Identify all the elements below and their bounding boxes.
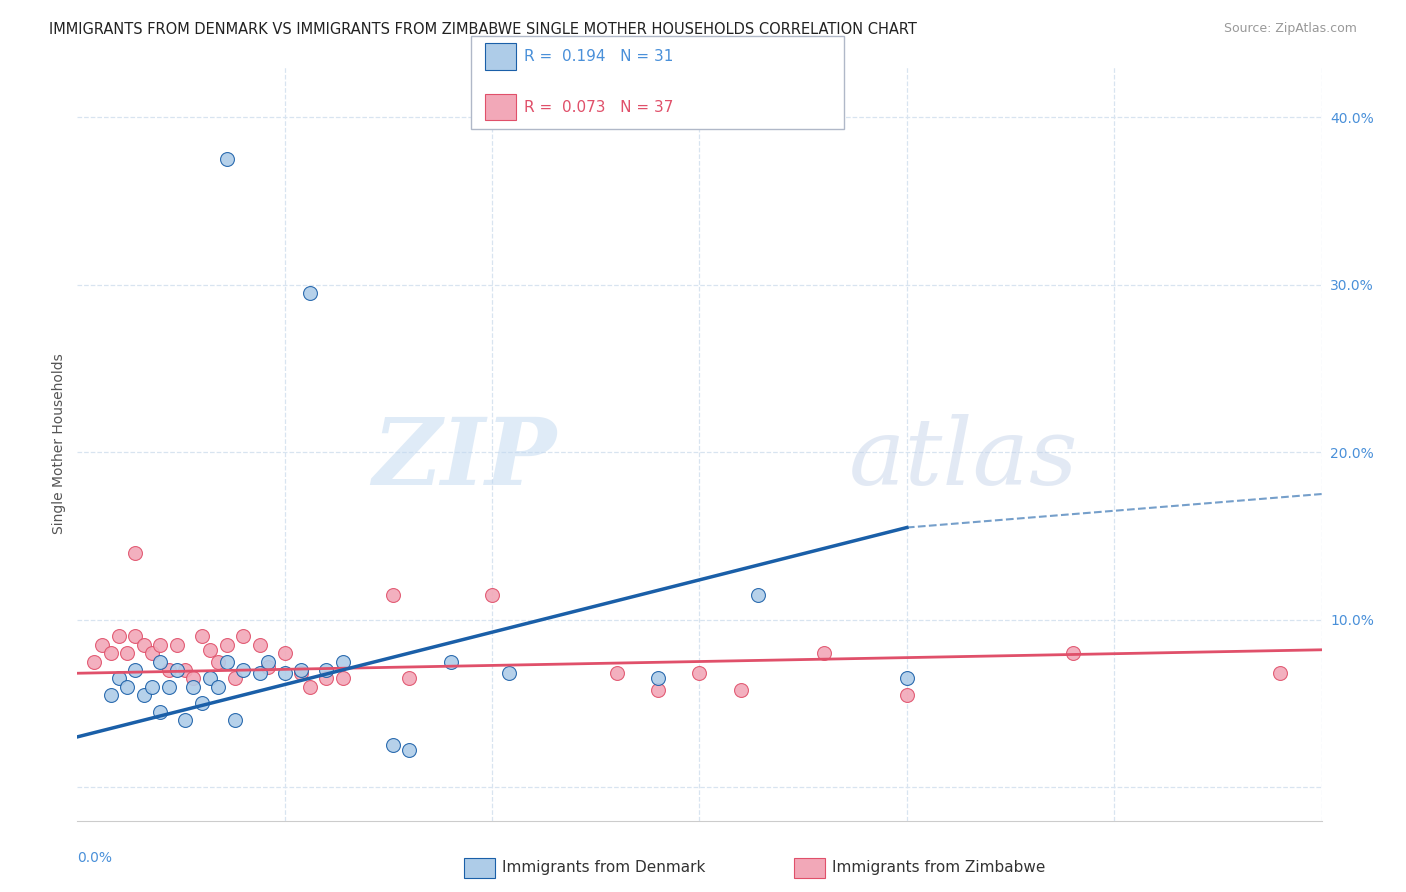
Point	[124, 546, 146, 560]
Text: 0.0%: 0.0%	[77, 851, 112, 864]
Point	[381, 739, 404, 753]
Point	[149, 655, 172, 669]
Point	[249, 666, 271, 681]
Point	[157, 663, 180, 677]
Point	[232, 629, 254, 643]
Point	[174, 713, 197, 727]
Point	[290, 666, 312, 681]
Point	[207, 655, 229, 669]
Point	[132, 688, 155, 702]
Point	[141, 680, 163, 694]
Point	[124, 663, 146, 677]
Point	[689, 666, 711, 681]
Point	[747, 588, 769, 602]
Point	[149, 705, 172, 719]
Text: Immigrants from Denmark: Immigrants from Denmark	[502, 860, 706, 874]
Point	[398, 671, 420, 685]
Point	[132, 638, 155, 652]
Point	[183, 680, 205, 694]
Point	[647, 683, 669, 698]
Point	[606, 666, 628, 681]
Point	[108, 629, 131, 643]
Point	[1270, 666, 1292, 681]
Point	[166, 663, 188, 677]
Point	[298, 285, 321, 300]
Point	[440, 655, 463, 669]
Text: R =  0.194   N = 31: R = 0.194 N = 31	[524, 49, 673, 63]
Point	[191, 697, 214, 711]
Point	[166, 638, 188, 652]
Y-axis label: Single Mother Households: Single Mother Households	[52, 353, 66, 534]
Point	[215, 152, 238, 166]
Point	[174, 663, 197, 677]
Point	[290, 663, 312, 677]
Point	[315, 671, 337, 685]
Text: Immigrants from Zimbabwe: Immigrants from Zimbabwe	[832, 860, 1046, 874]
Point	[83, 655, 105, 669]
Point	[141, 646, 163, 660]
Point	[100, 688, 122, 702]
Point	[157, 680, 180, 694]
Point	[232, 663, 254, 677]
Point	[498, 666, 520, 681]
Point	[108, 671, 131, 685]
Point	[274, 646, 297, 660]
Point	[215, 655, 238, 669]
Point	[149, 638, 172, 652]
Point	[224, 713, 246, 727]
Point	[124, 629, 146, 643]
Point	[224, 671, 246, 685]
Point	[730, 683, 752, 698]
Point	[381, 588, 404, 602]
Point	[1062, 646, 1084, 660]
Point	[115, 646, 138, 660]
Point	[315, 663, 337, 677]
Point	[198, 671, 221, 685]
Point	[332, 655, 354, 669]
Point	[183, 671, 205, 685]
Point	[91, 638, 114, 652]
Point	[257, 655, 280, 669]
Point	[198, 642, 221, 657]
Point	[191, 629, 214, 643]
Point	[115, 680, 138, 694]
Point	[257, 659, 280, 673]
Point	[207, 680, 229, 694]
Point	[813, 646, 835, 660]
Point	[215, 638, 238, 652]
Text: atlas: atlas	[849, 414, 1078, 504]
Point	[647, 671, 669, 685]
Text: ZIP: ZIP	[373, 414, 557, 504]
Point	[100, 646, 122, 660]
Point	[481, 588, 503, 602]
Point	[398, 743, 420, 757]
Text: R =  0.073   N = 37: R = 0.073 N = 37	[524, 100, 673, 114]
Point	[298, 680, 321, 694]
Text: IMMIGRANTS FROM DENMARK VS IMMIGRANTS FROM ZIMBABWE SINGLE MOTHER HOUSEHOLDS COR: IMMIGRANTS FROM DENMARK VS IMMIGRANTS FR…	[49, 22, 917, 37]
Point	[896, 688, 918, 702]
Point	[249, 638, 271, 652]
Point	[332, 671, 354, 685]
Point	[896, 671, 918, 685]
Point	[274, 666, 297, 681]
Text: Source: ZipAtlas.com: Source: ZipAtlas.com	[1223, 22, 1357, 36]
